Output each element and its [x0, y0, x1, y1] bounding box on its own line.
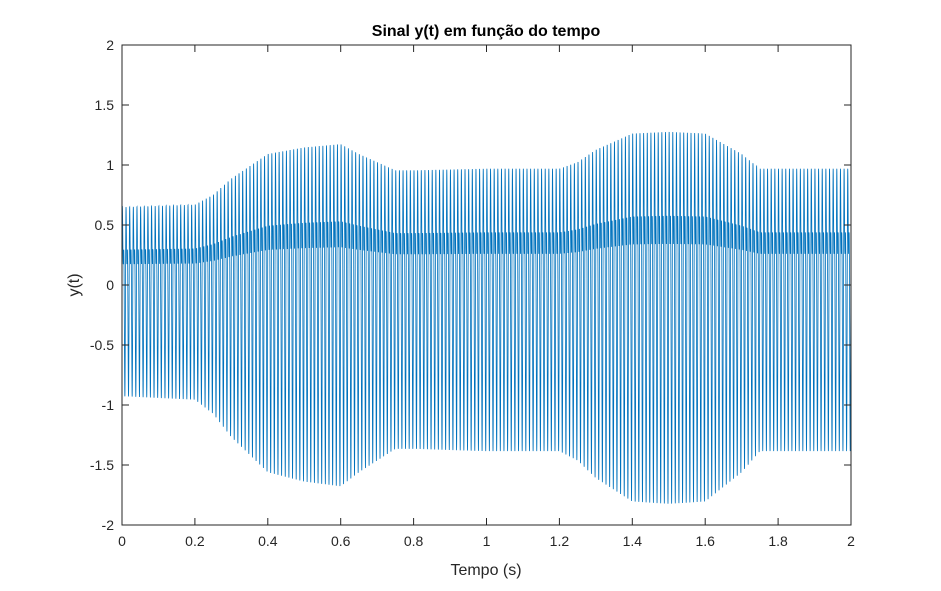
y-axis-ticks: -2 -1.5 -1 -0.5 0 0.5 1 1.5 2: [90, 37, 851, 533]
x-tick-label: 1.4: [623, 533, 643, 549]
y-tick-label: -0.5: [90, 337, 114, 353]
signal-series-line: [121, 131, 852, 504]
y-tick-label: 0: [106, 277, 114, 293]
y-tick-label: 2: [106, 37, 114, 53]
x-axis-label: Tempo (s): [450, 562, 521, 579]
y-tick-label: -2: [102, 517, 115, 533]
signal-line-layer: [121, 131, 852, 504]
y-tick-label: 1: [106, 157, 114, 173]
x-tick-label: 1.8: [768, 533, 788, 549]
y-axis-label: y(t): [66, 273, 83, 296]
x-tick-label: 0.4: [258, 533, 278, 549]
x-tick-label: 1.2: [550, 533, 570, 549]
x-tick-label: 0.2: [185, 533, 205, 549]
x-axis-ticks: 0 0.2 0.4 0.6 0.8 1 1.2 1.4 1.6 1.8 2: [118, 45, 855, 549]
x-tick-label: 0.6: [331, 533, 351, 549]
x-tick-label: 1.6: [695, 533, 715, 549]
y-tick-label: 0.5: [95, 217, 115, 233]
x-tick-label: 1: [483, 533, 491, 549]
chart-title: Sinal y(t) em função do tempo: [372, 23, 601, 40]
x-tick-label: 2: [847, 533, 855, 549]
y-tick-label: -1: [102, 397, 115, 413]
y-tick-label: 1.5: [95, 97, 115, 113]
x-tick-label: 0.8: [404, 533, 424, 549]
y-tick-label: -1.5: [90, 457, 114, 473]
x-tick-label: 0: [118, 533, 126, 549]
